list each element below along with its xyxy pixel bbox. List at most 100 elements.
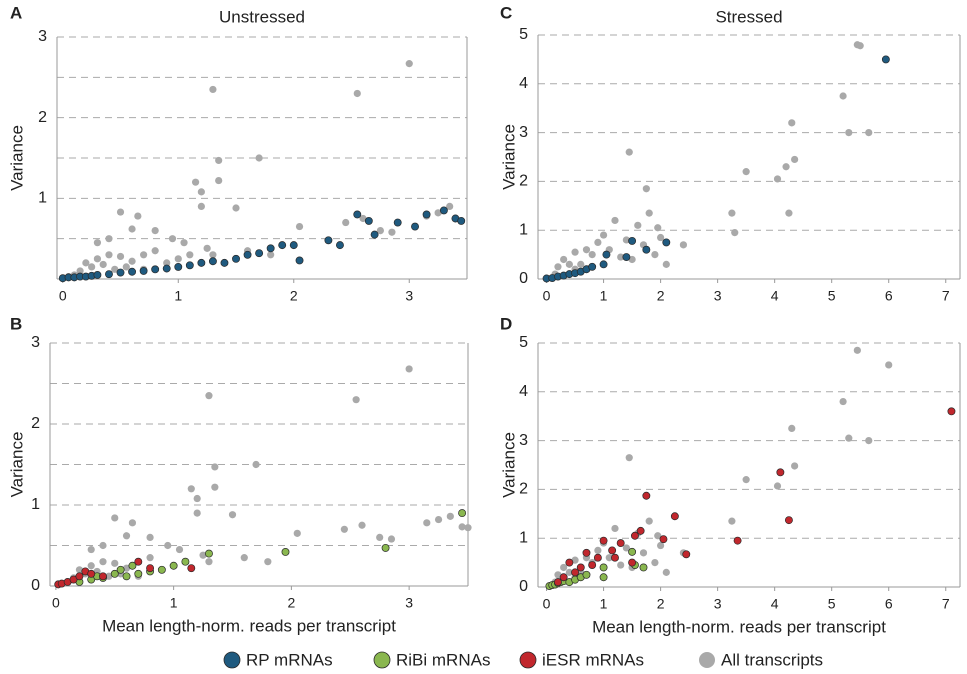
point (105, 270, 113, 279)
point (881, 55, 890, 64)
point (622, 236, 630, 244)
point (175, 545, 184, 554)
y-tick-label: 3 (31, 334, 40, 351)
point (93, 239, 102, 247)
point (565, 558, 574, 567)
point (639, 549, 648, 557)
point (642, 491, 651, 500)
y-tick-label: 2 (519, 481, 528, 498)
point (464, 524, 472, 532)
point (359, 214, 367, 223)
point (99, 260, 107, 269)
x-tick-label: 3 (714, 288, 722, 304)
point (582, 246, 591, 254)
legend-swatch (519, 651, 537, 669)
point (122, 564, 131, 572)
point (180, 239, 188, 247)
point (281, 548, 290, 556)
point (186, 251, 194, 259)
point (358, 521, 366, 529)
point (571, 556, 579, 564)
point (140, 251, 148, 259)
y-tick-label: 0 (519, 270, 528, 287)
point (146, 533, 154, 542)
x-tick-label: 1 (600, 288, 608, 304)
point (134, 569, 143, 578)
point (289, 241, 298, 250)
point (622, 544, 630, 552)
point (199, 551, 207, 559)
y-axis-label: Variance (7, 432, 26, 498)
point (865, 129, 873, 137)
point (571, 568, 580, 577)
point (128, 561, 137, 570)
point (773, 482, 782, 490)
point (422, 210, 431, 219)
point (405, 60, 413, 68)
point (577, 260, 585, 268)
point (679, 241, 688, 249)
point (99, 541, 107, 550)
point (75, 566, 84, 574)
point (264, 558, 272, 566)
panel-title: Stressed (715, 7, 782, 26)
point (865, 437, 873, 445)
point (651, 251, 659, 259)
legend-swatch (223, 651, 241, 669)
point (839, 92, 847, 100)
point (434, 515, 443, 524)
x-tick-label: 6 (885, 288, 893, 304)
point (662, 568, 670, 576)
y-axis-label: Variance (499, 124, 518, 190)
point (232, 254, 240, 263)
point (670, 512, 679, 521)
point (853, 346, 861, 354)
point (295, 256, 304, 265)
point (76, 267, 84, 275)
point (168, 235, 177, 243)
x-tick-label: 6 (885, 596, 893, 612)
point (69, 575, 78, 584)
point (191, 178, 200, 186)
point (682, 550, 691, 559)
point (151, 227, 159, 235)
point (197, 188, 205, 196)
legend-swatch (699, 652, 715, 668)
point (122, 532, 131, 540)
point (599, 563, 608, 572)
point (782, 163, 790, 171)
point (565, 568, 573, 576)
point (185, 261, 194, 270)
point (576, 563, 585, 572)
point (411, 222, 419, 231)
panel-title: Unstressed (219, 7, 305, 26)
legend-label: iESR mRNAs (542, 650, 644, 669)
x-axis-label: Mean length-norm. reads per transcript (592, 617, 886, 636)
point (255, 154, 263, 162)
point (662, 238, 671, 247)
x-tick-label: 1 (600, 596, 608, 612)
point (617, 253, 625, 261)
point (128, 267, 137, 276)
x-tick-label: 2 (657, 288, 665, 304)
point (122, 572, 131, 581)
panel-letter: A (10, 3, 22, 22)
point (651, 559, 659, 567)
point (788, 424, 796, 432)
point (205, 558, 213, 566)
point (116, 208, 125, 216)
point (565, 260, 573, 268)
point (571, 248, 579, 256)
point (164, 541, 172, 550)
point (128, 519, 137, 527)
point (105, 572, 113, 580)
point (134, 557, 143, 566)
point (639, 563, 648, 572)
point (88, 263, 96, 271)
point (788, 119, 796, 127)
point (252, 460, 260, 469)
panel-letter: B (10, 314, 22, 333)
point (116, 268, 125, 277)
point (608, 546, 617, 555)
point (122, 263, 130, 271)
